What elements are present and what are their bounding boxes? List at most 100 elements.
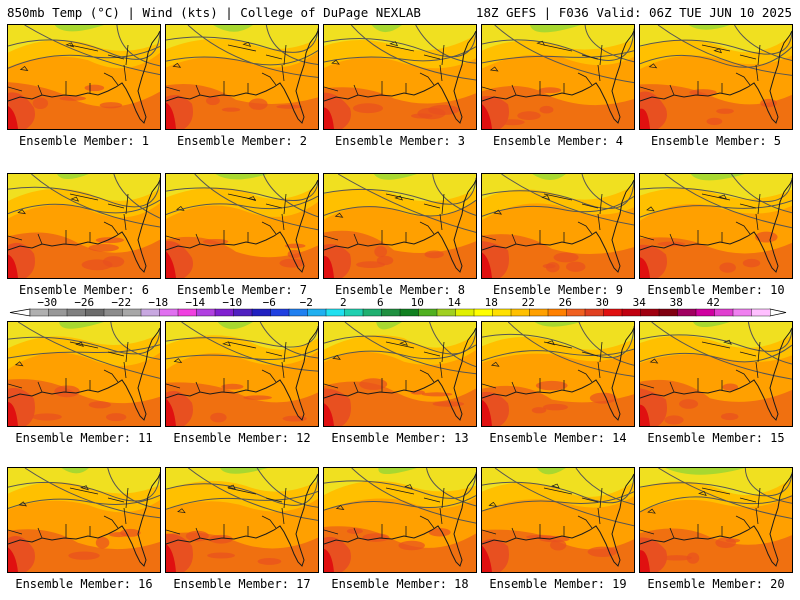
hot-blob	[679, 399, 699, 409]
coastline	[8, 30, 160, 124]
colorbar-tick-label: −18	[148, 296, 168, 309]
state-borders	[8, 487, 129, 539]
ensemble-member-label: Ensemble Member: 7	[176, 283, 308, 297]
state-borders	[8, 341, 129, 393]
ensemble-member-map	[639, 321, 793, 427]
hot-blob	[95, 237, 124, 244]
ensemble-member-label: Ensemble Member: 12	[173, 431, 311, 445]
cool-shading	[482, 322, 634, 350]
hot-blob	[689, 89, 717, 96]
green-shading	[534, 322, 581, 327]
state-borders	[166, 193, 287, 245]
hot-blob	[587, 546, 618, 558]
wind-contour-closed	[332, 340, 408, 360]
hot-blob	[542, 403, 568, 411]
state-borders	[640, 487, 761, 539]
hot-blob	[95, 536, 110, 549]
cool-shading	[166, 25, 318, 50]
hot-blob	[120, 528, 141, 537]
header-title: 850mb Temp (°C) | Wind (kts) | College o…	[7, 5, 421, 20]
wind-contour-closed	[488, 483, 560, 507]
coastline	[482, 179, 634, 273]
wind-contour-closed	[19, 42, 75, 71]
coastline	[166, 30, 318, 124]
wind-contour-closed	[647, 491, 707, 514]
contour-line	[482, 326, 634, 359]
ensemble-member-map	[165, 24, 319, 130]
cool-shading	[482, 468, 634, 497]
coastline	[8, 179, 160, 273]
contour-line	[166, 325, 318, 348]
colorbar-segment	[325, 308, 345, 317]
temperature-field	[8, 174, 160, 278]
green-shading	[371, 25, 402, 33]
contour-line	[581, 174, 634, 215]
wind-contour-closed	[649, 339, 732, 364]
extreme-shading	[482, 104, 492, 129]
hot-blob	[589, 392, 617, 404]
green-shading	[59, 322, 104, 329]
coastline	[8, 473, 160, 567]
temperature-field	[8, 322, 160, 426]
extreme-shading	[482, 399, 492, 426]
colorbar-segment	[399, 308, 419, 317]
hot-blob	[664, 415, 684, 425]
contour-line	[494, 468, 634, 527]
green-shading	[219, 468, 268, 474]
ensemble-member-label: Ensemble Member: 15	[647, 431, 785, 445]
contour-line	[256, 468, 318, 508]
hot-blob	[720, 413, 739, 421]
contour-line	[731, 174, 792, 214]
hot-blob	[203, 238, 229, 245]
ensemble-member-label: Ensemble Member: 10	[647, 283, 785, 297]
hot-blob	[68, 551, 100, 560]
hot-blob	[279, 258, 305, 268]
ensemble-member-label: Ensemble Member: 6	[18, 283, 150, 297]
extreme-shading	[324, 255, 334, 278]
ensemble-member-label: Ensemble Member: 3	[334, 134, 466, 148]
ensemble-member-map	[323, 24, 477, 130]
contour-line	[8, 45, 160, 69]
hot-blob	[428, 528, 451, 537]
wind-contour-closed	[331, 41, 399, 65]
state-borders	[324, 487, 445, 539]
ensemble-member-map	[639, 173, 793, 279]
contour-line	[166, 348, 318, 360]
hot-blob	[421, 392, 453, 397]
hot-blob	[539, 105, 554, 114]
colorbar-segment	[732, 308, 752, 317]
colorbar-tick-label: 38	[670, 296, 683, 309]
wind-contour-closed	[335, 484, 413, 510]
state-borders	[8, 44, 129, 96]
hot-blob	[356, 261, 386, 269]
contour-line	[324, 199, 476, 217]
ensemble-member-label: Ensemble Member: 9	[492, 283, 624, 297]
hot-blob	[376, 255, 394, 266]
hot-shading	[166, 236, 318, 278]
ensemble-member-map	[165, 173, 319, 279]
colorbar-segment	[48, 308, 68, 317]
extreme-shading	[640, 108, 650, 129]
contour-line	[651, 322, 792, 380]
colorbar-segment	[695, 308, 715, 317]
green-shading	[54, 25, 104, 32]
extreme-shading	[8, 547, 18, 572]
ensemble-member-map	[323, 467, 477, 573]
cool-shading	[640, 468, 792, 496]
coastline	[640, 30, 792, 124]
state-borders	[640, 44, 761, 96]
ensemble-member-label: Ensemble Member: 18	[331, 577, 469, 591]
hot-blob	[362, 533, 390, 542]
ensemble-member-label: Ensemble Member: 14	[489, 431, 627, 445]
hot-blob	[706, 117, 723, 126]
extreme-shading	[8, 401, 18, 426]
hot-blob	[686, 552, 700, 564]
contour-line	[166, 490, 318, 510]
hot-blob	[209, 534, 233, 544]
hot-blob	[257, 557, 282, 565]
temperature-field	[640, 322, 792, 426]
state-borders	[166, 487, 287, 539]
state-borders	[166, 341, 287, 393]
colorbar-tick-label: 2	[340, 296, 347, 309]
contour-line	[166, 50, 318, 66]
